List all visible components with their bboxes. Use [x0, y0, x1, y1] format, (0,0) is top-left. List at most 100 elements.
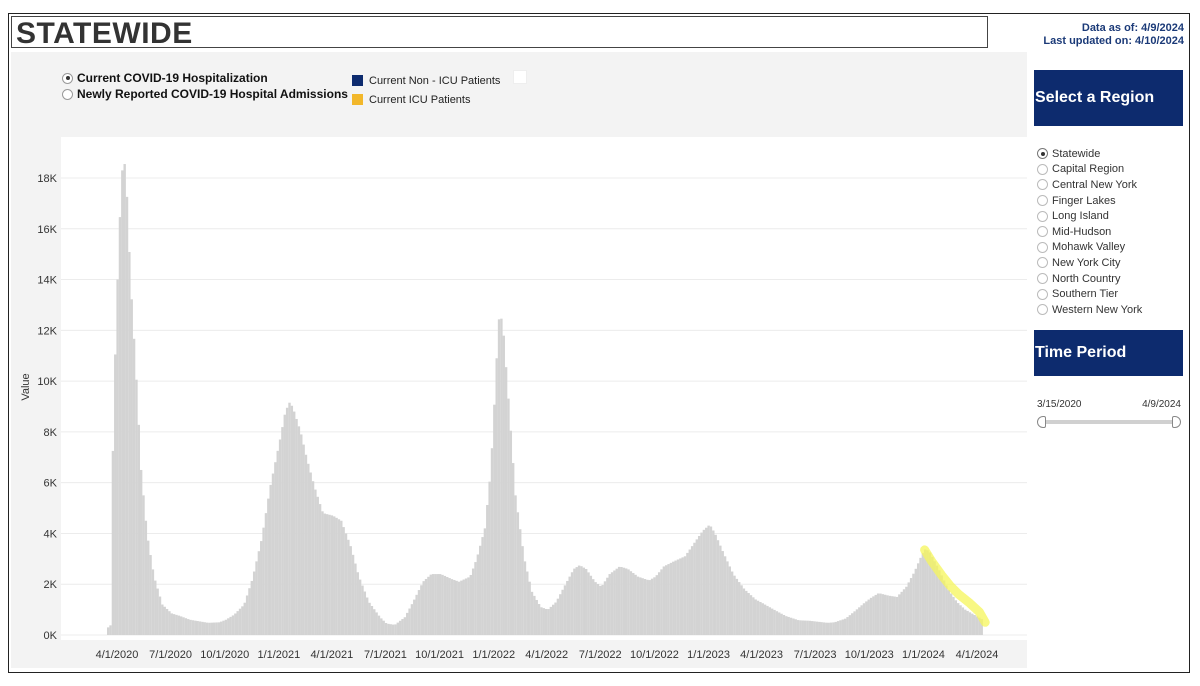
data-bar: [836, 621, 840, 635]
legend-item-icu[interactable]: Current ICU Patients: [352, 90, 500, 109]
data-bar: [888, 595, 892, 635]
data-bar: [867, 599, 870, 635]
data-bar: [363, 591, 367, 635]
time-slider-dates: 3/15/2020 4/9/2024: [1037, 399, 1181, 410]
radio-icon[interactable]: [1037, 241, 1048, 253]
x-tick-label: 1/1/2023: [687, 649, 730, 661]
data-bar: [813, 621, 816, 635]
data-bar: [735, 578, 739, 635]
region-option-capital-region[interactable]: Capital Region: [1037, 162, 1142, 178]
x-tick-label: 4/1/2020: [96, 649, 139, 661]
data-bar: [347, 539, 350, 635]
data-bar: [373, 609, 376, 635]
y-tick-label: 10K: [37, 376, 57, 388]
x-tick-label: 7/1/2020: [149, 649, 192, 661]
region-option-mid-hudson[interactable]: Mid-Hudson: [1037, 224, 1142, 240]
data-bar: [170, 613, 173, 635]
radio-icon[interactable]: [1037, 195, 1048, 207]
data-bar: [811, 621, 814, 635]
data-bar: [431, 574, 435, 635]
region-option-north-country[interactable]: North Country: [1037, 271, 1142, 287]
region-radio-list: Statewide Capital Region Central New York F…: [1037, 146, 1142, 318]
radio-icon[interactable]: [62, 88, 73, 100]
data-bar: [189, 619, 192, 635]
data-bar: [422, 581, 425, 635]
time-slider-track[interactable]: [1041, 420, 1177, 424]
radio-icon[interactable]: [1037, 226, 1048, 238]
time-slider-start-handle[interactable]: [1037, 416, 1046, 428]
data-bar: [752, 597, 755, 635]
metric-option-admissions[interactable]: Newly Reported COVID-19 Hospital Admissi…: [62, 86, 348, 102]
data-bar: [606, 577, 609, 635]
radio-icon[interactable]: [1037, 304, 1048, 316]
data-bar: [620, 566, 623, 635]
data-bar: [241, 606, 244, 635]
data-bar: [855, 609, 859, 635]
data-bar: [530, 591, 534, 635]
data-bar: [940, 575, 943, 635]
metric-option-hospitalization[interactable]: Current COVID-19 Hospitalization: [62, 70, 348, 86]
title-box: STATEWIDE: [11, 16, 988, 50]
radio-icon[interactable]: [1037, 257, 1048, 269]
radio-icon-selected[interactable]: [62, 72, 73, 84]
data-bar: [283, 414, 286, 635]
data-bar: [785, 616, 788, 635]
data-bar: [203, 622, 206, 635]
data-bar: [302, 444, 305, 635]
data-bar: [488, 481, 491, 635]
plot-background: [61, 137, 1027, 640]
data-date-info: Data as of: 4/9/2024 Last updated on: 4/…: [1043, 22, 1184, 48]
y-tick-label: 6K: [44, 478, 58, 490]
radio-icon[interactable]: [1037, 179, 1048, 191]
radio-icon[interactable]: [1037, 273, 1048, 285]
data-bar: [947, 590, 950, 635]
data-bar: [747, 593, 750, 635]
data-bar: [318, 504, 322, 635]
data-bar: [893, 596, 896, 635]
data-bar: [406, 612, 409, 635]
x-tick-label: 10/1/2022: [630, 649, 679, 661]
data-bar: [905, 586, 908, 635]
data-bar: [834, 621, 837, 635]
data-bar: [792, 618, 795, 635]
data-bar: [330, 515, 334, 635]
data-bar: [514, 495, 517, 635]
data-bar: [869, 597, 873, 635]
radio-icon-selected[interactable]: [1037, 148, 1048, 160]
data-bar: [858, 607, 861, 635]
data-bar: [335, 517, 338, 635]
data-bar: [215, 622, 218, 635]
data-bar: [700, 532, 703, 635]
data-bar: [413, 599, 416, 635]
data-bar: [942, 580, 946, 635]
data-bar: [210, 622, 213, 635]
data-bar: [227, 618, 230, 635]
radio-icon[interactable]: [1037, 210, 1048, 222]
data-bar: [535, 599, 538, 635]
data-bar: [787, 616, 790, 635]
region-option-western-new-york[interactable]: Western New York: [1037, 302, 1142, 318]
radio-icon[interactable]: [1037, 288, 1048, 300]
radio-icon[interactable]: [1037, 163, 1048, 175]
data-bar: [323, 513, 327, 635]
region-option-central-new-york[interactable]: Central New York: [1037, 177, 1142, 193]
data-bar: [587, 572, 590, 635]
data-bar: [584, 568, 588, 635]
legend-item-non-icu[interactable]: Current Non - ICU Patients: [352, 71, 500, 90]
region-label: Long Island: [1052, 210, 1109, 223]
region-option-statewide[interactable]: Statewide: [1037, 146, 1142, 162]
data-bar: [467, 577, 470, 635]
region-option-finger-lakes[interactable]: Finger Lakes: [1037, 193, 1142, 209]
data-bar: [794, 619, 797, 635]
region-option-southern-tier[interactable]: Southern Tier: [1037, 286, 1142, 302]
region-option-long-island[interactable]: Long Island: [1037, 208, 1142, 224]
time-slider-end-handle[interactable]: [1172, 416, 1181, 428]
data-bar: [361, 585, 364, 635]
region-option-new-york-city[interactable]: New York City: [1037, 255, 1142, 271]
data-bar: [806, 620, 809, 635]
region-option-mohawk-valley[interactable]: Mohawk Valley: [1037, 240, 1142, 256]
data-bar: [540, 607, 543, 635]
data-bar: [916, 563, 920, 635]
data-bar: [443, 575, 447, 635]
data-bar: [766, 605, 769, 635]
